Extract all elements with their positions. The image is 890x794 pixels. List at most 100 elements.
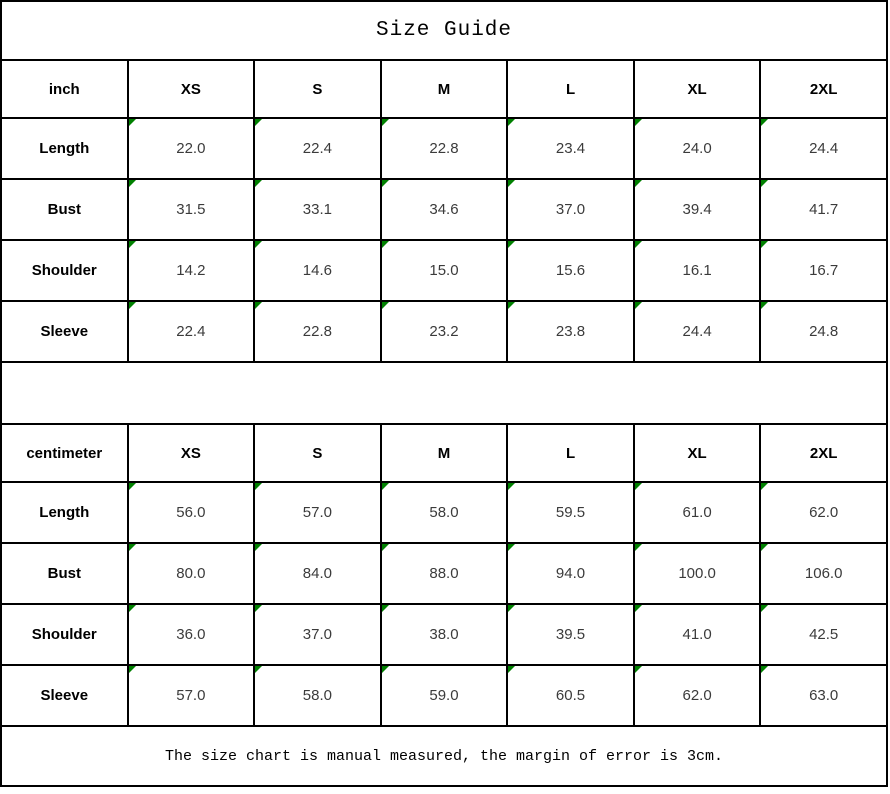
size-value: 16.1	[682, 262, 712, 279]
size-value: 31.5	[176, 201, 206, 218]
cell-corner-flag-icon	[382, 242, 389, 248]
cell-corner-flag-icon	[382, 303, 389, 309]
cell-corner-flag-icon	[382, 606, 389, 612]
size-value-cell: 58.0	[253, 664, 382, 727]
size-value-cell: 62.0	[632, 664, 762, 727]
cell-corner-flag-icon	[635, 667, 642, 673]
size-value-cell: 22.4	[126, 300, 256, 363]
size-value: 39.4	[682, 201, 712, 218]
size-value: 22.0	[176, 140, 206, 157]
size-header-2xl: 2XL	[759, 59, 888, 119]
size-value: 42.5	[809, 626, 839, 643]
size-value: 14.6	[302, 262, 332, 279]
cell-corner-flag-icon	[256, 181, 263, 187]
size-value-cell: 37.0	[506, 178, 635, 241]
cell-corner-flag-icon	[635, 120, 642, 126]
cell-corner-flag-icon	[129, 667, 136, 673]
size-value-cell: 37.0	[253, 603, 382, 666]
size-value-cell: 23.8	[506, 300, 635, 363]
size-value: 23.2	[429, 323, 459, 340]
size-value: 22.4	[302, 140, 332, 157]
size-value: 14.2	[176, 262, 206, 279]
size-value-cell: 88.0	[379, 542, 509, 605]
cell-corner-flag-icon	[762, 242, 769, 248]
size-value-cell: 22.8	[253, 300, 382, 363]
size-value-cell: 14.2	[126, 239, 256, 302]
table-row: Shoulder 14.2 14.6 15.0 15.6 16.1 16.7	[0, 239, 888, 302]
size-value: 22.8	[302, 323, 332, 340]
size-value: 59.0	[429, 687, 459, 704]
cell-corner-flag-icon	[256, 545, 263, 551]
size-value: 16.7	[809, 262, 839, 279]
size-value-cell: 63.0	[759, 664, 888, 727]
size-value-cell: 34.6	[379, 178, 509, 241]
size-value-cell: 15.6	[506, 239, 635, 302]
cell-corner-flag-icon	[509, 545, 516, 551]
size-value-cell: 39.5	[506, 603, 635, 666]
size-value: 62.0	[809, 504, 839, 521]
cell-corner-flag-icon	[509, 484, 516, 490]
size-value-cell: 94.0	[506, 542, 635, 605]
size-header-xs: XS	[126, 59, 256, 119]
table-row: Length 56.0 57.0 58.0 59.5 61.0 62.0	[0, 481, 888, 544]
size-value-cell: 23.2	[379, 300, 509, 363]
measure-label: Bust	[0, 178, 129, 241]
size-value: 34.6	[429, 201, 459, 218]
size-value-cell: 57.0	[253, 481, 382, 544]
size-header-m: M	[379, 423, 509, 483]
cell-corner-flag-icon	[256, 120, 263, 126]
size-value-cell: 58.0	[379, 481, 509, 544]
size-value-cell: 62.0	[759, 481, 888, 544]
spacer-cell	[0, 361, 888, 425]
cell-corner-flag-icon	[635, 242, 642, 248]
cell-corner-flag-icon	[129, 606, 136, 612]
cell-corner-flag-icon	[256, 667, 263, 673]
size-value-cell: 56.0	[126, 481, 256, 544]
size-value-cell: 31.5	[126, 178, 256, 241]
cell-corner-flag-icon	[635, 606, 642, 612]
size-value: 56.0	[176, 504, 206, 521]
cell-corner-flag-icon	[762, 181, 769, 187]
table-row: Bust 31.5 33.1 34.6 37.0 39.4 41.7	[0, 178, 888, 241]
unit-header-centimeter: centimeter	[0, 423, 129, 483]
cell-corner-flag-icon	[256, 484, 263, 490]
size-value-cell: 59.0	[379, 664, 509, 727]
size-value-cell: 84.0	[253, 542, 382, 605]
cell-corner-flag-icon	[762, 606, 769, 612]
size-value-cell: 100.0	[632, 542, 762, 605]
measure-label: Sleeve	[0, 664, 129, 727]
measure-label: Bust	[0, 542, 129, 605]
table-row: Sleeve 57.0 58.0 59.0 60.5 62.0 63.0	[0, 664, 888, 727]
cell-corner-flag-icon	[256, 242, 263, 248]
size-value-cell: 80.0	[126, 542, 256, 605]
size-value-cell: 16.7	[759, 239, 888, 302]
page-title: Size Guide	[0, 0, 888, 61]
cell-corner-flag-icon	[382, 120, 389, 126]
size-value: 38.0	[429, 626, 459, 643]
cell-corner-flag-icon	[509, 242, 516, 248]
size-value: 41.0	[682, 626, 712, 643]
cell-corner-flag-icon	[129, 484, 136, 490]
size-value-cell: 41.7	[759, 178, 888, 241]
size-value: 88.0	[429, 565, 459, 582]
size-value: 37.0	[302, 626, 332, 643]
size-value: 57.0	[302, 504, 332, 521]
size-value-cell: 24.8	[759, 300, 888, 363]
title-row: Size Guide	[0, 0, 888, 61]
cell-corner-flag-icon	[382, 484, 389, 490]
size-value: 15.0	[429, 262, 459, 279]
size-value-cell: 15.0	[379, 239, 509, 302]
size-header-xl: XL	[632, 59, 762, 119]
measure-label: Shoulder	[0, 603, 129, 666]
size-header-xs: XS	[126, 423, 256, 483]
size-value-cell: 61.0	[632, 481, 762, 544]
size-value-cell: 23.4	[506, 117, 635, 180]
cell-corner-flag-icon	[762, 667, 769, 673]
cell-corner-flag-icon	[129, 181, 136, 187]
measure-label: Shoulder	[0, 239, 129, 302]
cell-corner-flag-icon	[509, 120, 516, 126]
cell-corner-flag-icon	[635, 484, 642, 490]
size-value-cell: 59.5	[506, 481, 635, 544]
size-header-l: L	[506, 59, 635, 119]
